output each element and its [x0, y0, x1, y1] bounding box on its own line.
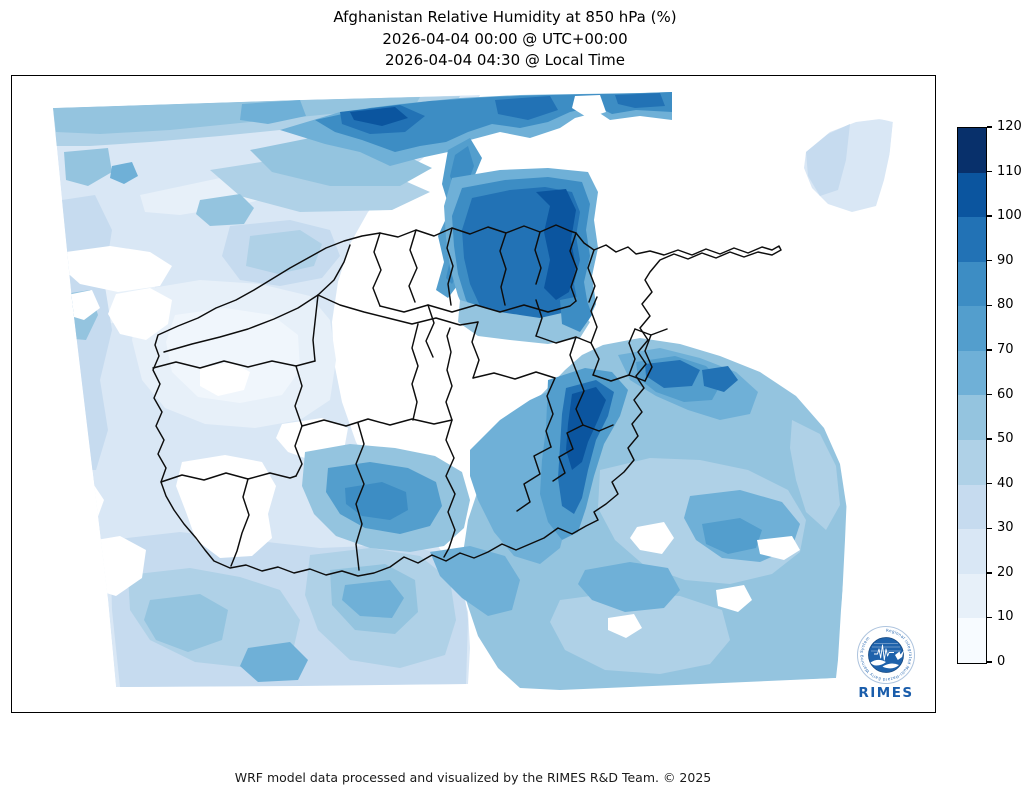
logo-wordmark: RIMES [858, 685, 913, 701]
colorbar-tickmark [987, 438, 992, 440]
colorbar-tickmark [987, 616, 992, 619]
colorbar-ticklabel: 100 [997, 208, 1022, 224]
colorbar-ticklabel: 110 [997, 163, 1022, 179]
colorbar-ticklabel: 40 [997, 475, 1014, 491]
colorbar-tickmark [987, 527, 992, 529]
colorbar-segment [958, 217, 986, 262]
colorbar-ticklabel: 60 [997, 386, 1014, 402]
title-line-3: 2026-04-04 04:30 @ Local Time [384, 51, 626, 69]
colorbar-ticklabel: 50 [997, 431, 1014, 447]
province-boundaries [152, 224, 782, 577]
colorbar-ticklabel: 0 [997, 654, 1006, 669]
colorbar-tickmark [987, 260, 992, 262]
colorbar-segment [958, 172, 986, 218]
colorbar-segment [958, 618, 986, 663]
footer-credit: WRF model data processed and visualized … [234, 770, 712, 785]
colorbar-ticklabel: 20 [997, 564, 1014, 580]
colorbar-segment [958, 484, 986, 530]
colorbar-ticklabel: 30 [997, 520, 1014, 536]
colorbar-segment [958, 261, 986, 307]
logo-wave-icon [870, 659, 886, 666]
colorbar-ticklabel: 70 [997, 341, 1014, 357]
title-line-1: Afghanistan Relative Humidity at 850 hPa… [333, 8, 677, 26]
title-line-2: 2026-04-04 00:00 @ UTC+00:00 [382, 29, 628, 48]
colorbar-segment [958, 395, 986, 441]
plot-title: Afghanistan Relative Humidity at 850 hPa… [0, 7, 1010, 72]
colorbar-ticklabel: 80 [997, 297, 1014, 313]
colorbar-tickmark [987, 572, 992, 574]
colorbar-ticklabel: 90 [997, 252, 1014, 268]
colorbar-tickmark [987, 304, 992, 307]
rimes-logo: Regional Integrated Multi-Hazard Early W… [852, 621, 920, 703]
colorbar-tickmark [987, 126, 992, 128]
colorbar [957, 127, 987, 664]
colorbar-segment [958, 440, 986, 485]
colorbar-tickmark [987, 170, 992, 173]
colorbar-segment [958, 529, 986, 574]
logo-seismogram-icon [874, 644, 894, 661]
colorbar-segment [958, 350, 986, 396]
colorbar-ticks: 0 10 20 30 40 50 60 70 80 90 100 110 120 [986, 119, 1030, 669]
colorbar-segment [958, 573, 986, 619]
logo-wave2-icon [882, 663, 899, 669]
colorbar-ticklabel: 10 [997, 609, 1014, 625]
contour-fills [53, 92, 893, 690]
humidity-map [53, 92, 893, 690]
colorbar-ticklabel: 120 [997, 119, 1022, 134]
colorbar-segment [958, 128, 986, 173]
colorbar-tickmark [987, 661, 992, 663]
logo-bird-icon [895, 650, 904, 660]
colorbar-tickmark [987, 393, 992, 396]
colorbar-segment [958, 306, 986, 351]
colorbar-tickmark [987, 215, 992, 217]
colorbar-tickmark [987, 482, 992, 485]
colorbar-tickmark [987, 349, 992, 351]
